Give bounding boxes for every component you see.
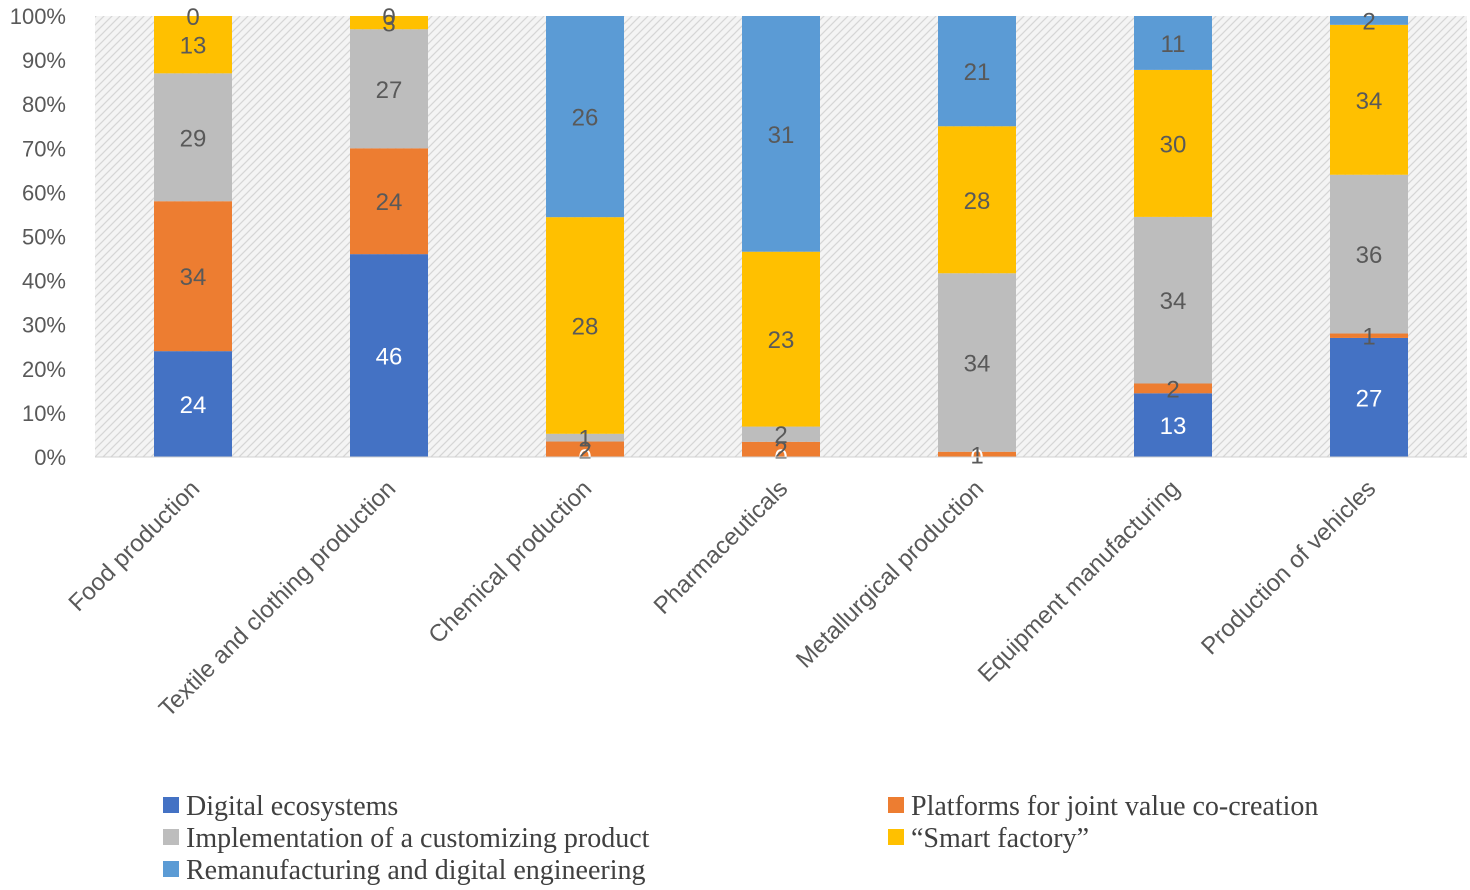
data-labels: 2434291304624273002128260222331013428211… [180, 4, 1383, 472]
bar-segment [1330, 16, 1408, 25]
bar-segment [350, 29, 428, 149]
data-label: 13 [1160, 413, 1187, 440]
bar-segment [742, 251, 820, 427]
y-tick-label: 90% [22, 48, 66, 73]
data-label: 34 [1356, 88, 1383, 115]
legend-swatch [163, 797, 179, 813]
data-label: 27 [1356, 385, 1383, 412]
bars [154, 16, 1408, 457]
bar-segment [938, 451, 1016, 457]
bar-segment [1134, 383, 1212, 394]
bar-segment [350, 16, 428, 30]
category-label: Textile and clothing production [154, 475, 401, 722]
category-label: Food production [64, 475, 206, 617]
bar-segment [154, 201, 232, 352]
data-label: 0 [382, 4, 395, 31]
data-label: 23 [768, 327, 795, 354]
data-label: 1 [1362, 324, 1375, 351]
data-label: 28 [964, 188, 991, 215]
bar-segment [154, 73, 232, 202]
data-label: 36 [1356, 242, 1383, 269]
data-label: 24 [376, 189, 403, 216]
legend-swatch [163, 861, 179, 877]
legend-swatch [888, 797, 904, 813]
y-tick-label: 30% [22, 313, 66, 338]
data-label: 34 [180, 264, 207, 291]
legend-label: Implementation of a customizing product [186, 823, 650, 854]
data-label: 0 [970, 445, 983, 472]
bar-segment [1330, 333, 1408, 338]
y-axis: 0% 10% 20% 30% 40% 50% 60% 70% 80% 90% 100% [10, 4, 66, 470]
y-tick-label: 10% [22, 401, 66, 426]
data-label: 1 [578, 426, 591, 453]
bar-segment [546, 16, 624, 218]
bar-segment [546, 441, 624, 457]
bar-segment [742, 16, 820, 252]
category-label: Equipment manufacturing [973, 475, 1185, 687]
data-label: 0 [186, 4, 199, 31]
data-label: 0 [578, 445, 591, 472]
legend: Digital ecosystems Platforms for joint va… [163, 791, 1318, 886]
data-label: 46 [376, 344, 403, 371]
bar-segment [1330, 24, 1408, 175]
legend-label: “Smart factory” [911, 823, 1089, 854]
bar-segment [1134, 16, 1212, 70]
data-label: 34 [964, 351, 991, 378]
data-label: 2 [774, 422, 787, 449]
data-label: 30 [1160, 131, 1187, 158]
y-tick-label: 20% [22, 357, 66, 382]
data-label: 0 [774, 445, 787, 472]
data-label: 26 [572, 105, 599, 132]
category-label: Chemical production [423, 475, 597, 649]
bar-segment [1134, 216, 1212, 384]
data-label: 13 [180, 33, 207, 60]
legend-label: Platforms for joint value co-creation [911, 791, 1318, 822]
y-tick-label: 50% [22, 225, 66, 250]
bar-segment [1134, 69, 1212, 217]
bar-segment [1134, 393, 1212, 457]
data-label: 34 [1160, 288, 1187, 315]
legend-swatch [888, 829, 904, 845]
bar-segment [938, 16, 1016, 127]
y-tick-label: 60% [22, 180, 66, 205]
y-tick-label: 0% [34, 445, 66, 470]
y-tick-label: 100% [10, 4, 66, 29]
data-label: 27 [376, 77, 403, 104]
data-label: 1 [970, 442, 983, 469]
data-label: 2 [1166, 376, 1179, 403]
bar-segment [1330, 174, 1408, 334]
bar-segment [154, 16, 232, 74]
bar-segment [938, 126, 1016, 274]
category-label: Pharmaceuticals [649, 475, 794, 620]
bar-segment [350, 254, 428, 457]
data-label: 28 [572, 313, 599, 340]
bar-segment [742, 426, 820, 442]
y-tick-label: 80% [22, 92, 66, 117]
bar-segment [154, 351, 232, 457]
data-label: 31 [768, 122, 795, 149]
data-label: 11 [1161, 31, 1186, 58]
bar-segment [546, 217, 624, 434]
bar-segment [938, 273, 1016, 452]
data-label: 21 [964, 59, 991, 86]
legend-label: Remanufacturing and digital engineering [186, 855, 646, 886]
category-label: Metallurgical production [791, 475, 989, 673]
data-label: 29 [180, 125, 207, 152]
bar-segment [1330, 337, 1408, 457]
category-label: Production of vehicles [1196, 475, 1381, 660]
bar-segment [546, 433, 624, 442]
y-tick-label: 70% [22, 136, 66, 161]
data-label: 2 [578, 437, 591, 464]
legend-label: Digital ecosystems [186, 791, 398, 822]
bar-segment [350, 148, 428, 255]
data-label: 3 [382, 11, 395, 38]
data-label: 2 [774, 437, 787, 464]
legend-swatch [163, 829, 179, 845]
data-label: 24 [180, 392, 207, 419]
y-tick-label: 40% [22, 269, 66, 294]
bar-segment [742, 441, 820, 457]
data-label: 2 [1362, 8, 1375, 35]
